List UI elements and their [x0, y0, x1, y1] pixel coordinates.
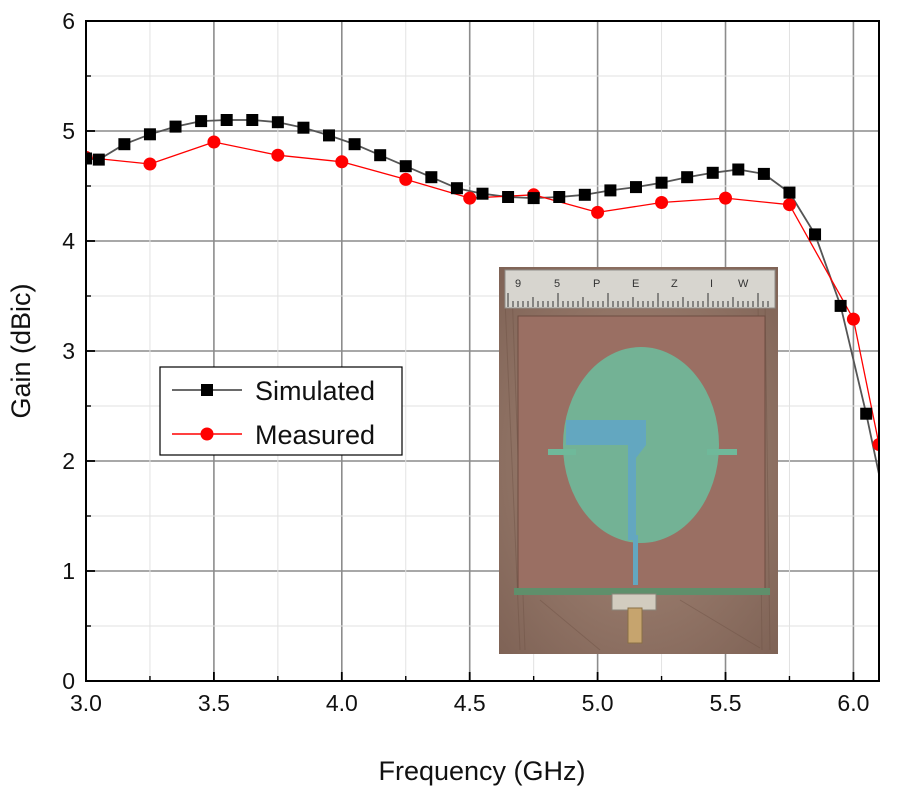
simulated-point-8 [271, 116, 284, 129]
measured-point-9 [655, 196, 669, 209]
simulated-point-4 [169, 120, 182, 133]
ruler-mark-7: W [738, 278, 749, 290]
simulated-point-18 [527, 192, 540, 205]
x-tick-label-1: 3.5 [198, 690, 230, 716]
ruler-mark-3: P [593, 278, 600, 290]
measured-point-11 [782, 198, 796, 212]
y-tick-label-4: 4 [62, 228, 75, 254]
measured-point-6 [463, 191, 477, 205]
simulated-point-29 [809, 228, 822, 241]
feed-patch [566, 420, 646, 540]
y-tick-label-2: 2 [62, 448, 75, 474]
simulated-point-30 [834, 299, 847, 312]
simulated-point-16 [476, 187, 489, 200]
simulated-point-20 [578, 188, 591, 201]
legend-measured-label: Measured [255, 420, 375, 450]
x-tick-label-4: 5.0 [582, 690, 614, 716]
y-tick-label-5: 5 [62, 118, 75, 144]
x-tick-label-3: 4.5 [454, 690, 486, 716]
simulated-point-26 [732, 163, 745, 176]
measured-point-5 [399, 172, 413, 186]
x-tick-label-5: 5.5 [710, 690, 742, 716]
simulated-point-13 [399, 160, 412, 173]
series-measured-line [86, 141, 879, 445]
measured-point-10 [719, 191, 733, 205]
simulated-point-27 [757, 167, 770, 180]
simulated-point-31 [860, 407, 873, 420]
simulated-point-23 [655, 176, 668, 189]
x-tick-label-0: 3.0 [70, 690, 102, 716]
legend-box [159, 366, 403, 456]
measured-point-8 [591, 205, 605, 219]
y-tick-label-3: 3 [62, 338, 75, 364]
simulated-point-15 [450, 182, 463, 195]
y-tick-label-0: 0 [62, 668, 75, 694]
measured-point-2 [207, 135, 221, 149]
simulated-point-0 [86, 152, 92, 165]
simulated-point-9 [297, 121, 310, 134]
simulated-point-5 [195, 115, 208, 128]
simulated-point-10 [323, 129, 336, 142]
simulated-point-14 [425, 171, 438, 184]
measured-point-3 [271, 148, 285, 162]
x-tick-label-6: 6.0 [837, 690, 869, 716]
ruler-mark-6: I [710, 278, 713, 290]
simulated-point-24 [681, 171, 694, 184]
simulated-point-7 [246, 114, 259, 126]
measured-point-13 [872, 438, 879, 451]
simulated-point-11 [348, 138, 361, 151]
simulated-point-17 [502, 191, 515, 203]
antenna-photo-inset: 9 5 P E Z I W [499, 267, 778, 654]
x-tick-label-2: 4.0 [326, 690, 358, 716]
measured-point-12 [846, 312, 860, 326]
ruler-mark-4: E [632, 278, 639, 290]
ruler-mark-5: Z [671, 278, 678, 290]
legend-simulated-marker [201, 384, 213, 396]
pcb-board [514, 315, 770, 644]
ruler: 9 5 P E Z I W [504, 269, 776, 309]
legend: Simulated Measured [159, 366, 403, 456]
simulated-point-3 [143, 128, 156, 141]
x-axis-title: Frequency (GHz) [378, 756, 585, 786]
ruler-mark-2: 5 [554, 278, 560, 290]
simulated-point-28 [783, 186, 796, 199]
measured-point-1 [143, 157, 157, 171]
simulated-point-22 [629, 181, 642, 194]
measured-point-4 [335, 155, 349, 169]
simulated-point-19 [553, 191, 566, 203]
simulated-point-2 [118, 138, 131, 151]
simulated-point-6 [220, 114, 233, 126]
simulated-point-1 [92, 153, 105, 166]
legend-measured-marker [200, 427, 214, 441]
ruler-mark-1: 9 [515, 278, 521, 290]
y-tick-label-6: 6 [62, 8, 75, 34]
simulated-point-21 [604, 184, 617, 197]
simulated-point-25 [706, 166, 719, 179]
y-axis-title: Gain (dBic) [6, 283, 36, 418]
simulated-point-12 [374, 149, 387, 162]
y-tick-label-1: 1 [62, 558, 75, 584]
legend-simulated-label: Simulated [255, 376, 375, 406]
